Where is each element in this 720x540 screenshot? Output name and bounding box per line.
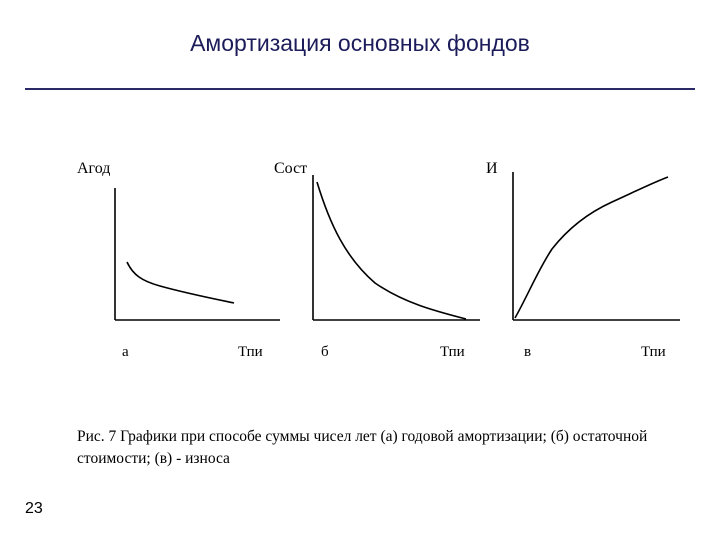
panel-b-letter: б — [321, 344, 329, 360]
panel-a-y-label: Агод — [77, 160, 110, 177]
panel-a-x-label: Тпи — [238, 344, 263, 360]
panel-c-curve — [514, 176, 669, 319]
panel-a-letter: а — [122, 344, 129, 360]
figure-graphs: Агод а Тпи Сост б Тпи И в Тпи — [77, 160, 680, 360]
panel-c-x-label: Тпи — [641, 344, 666, 360]
panel-b-x-label: Тпи — [440, 344, 465, 360]
panel-c: И в Тпи — [486, 160, 680, 360]
title-divider — [25, 88, 695, 90]
panel-c-letter: в — [524, 344, 531, 360]
figure-caption: Рис. 7 Графики при способе суммы чисел л… — [77, 428, 648, 467]
panel-b-curve — [316, 181, 467, 320]
slide-number: 23 — [25, 500, 43, 517]
panel-c-y-label: И — [486, 160, 498, 177]
panel-b: Сост б Тпи — [274, 160, 480, 360]
panel-a: Агод а Тпи — [77, 160, 280, 360]
slide-title: Амортизация основных фондов — [190, 30, 530, 56]
panel-a-curve — [126, 261, 235, 304]
panel-b-y-label: Сост — [274, 160, 307, 177]
